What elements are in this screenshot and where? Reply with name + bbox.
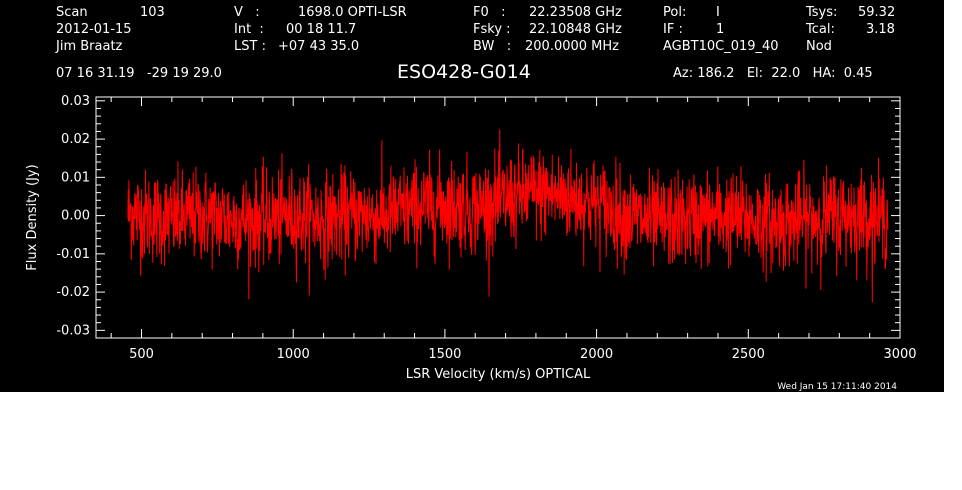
y-axis-title: Flux Density (Jy): [25, 164, 40, 270]
observer-name: Jim Braatz: [56, 39, 123, 54]
f0-value: 22.23508 GHz: [529, 5, 622, 20]
plot-frame: [95, 96, 901, 339]
source-name: ESO428-G014: [397, 61, 531, 83]
obs-mode: Nod: [806, 39, 832, 54]
y-tick-label: 0.02: [61, 132, 90, 147]
y-tick-label: 0.00: [61, 209, 90, 224]
series-layer: [127, 129, 889, 303]
source-coordinates: 07 16 31.19 -29 19 29.0: [56, 66, 222, 81]
spectrum-chart: 500 1000 1500 2000 2500 3000 -0.03 -0.02 -0.01 0.…: [25, 94, 917, 392]
pol-value: I: [716, 5, 720, 20]
scan-number: 103: [140, 5, 165, 20]
plot-panel: Scan 103 2012-01-15 Jim Braatz V : 1698.…: [0, 0, 944, 392]
x-axis-title: LSR Velocity (km/s) OPTICAL: [406, 367, 591, 382]
pol-label: Pol:: [663, 5, 687, 20]
y-tick-label: -0.02: [56, 285, 90, 300]
lst-value: +07 43 35.0: [278, 39, 360, 54]
tsys-value: 59.32: [858, 5, 896, 20]
f0-label: F0 :: [473, 5, 506, 20]
spectrum-line: [127, 129, 889, 303]
x-tick-label: 2000: [580, 347, 613, 362]
fsky-value: 22.10848 GHz: [529, 22, 622, 37]
y-tick-label: -0.03: [56, 323, 90, 338]
fsky-label: Fsky :: [473, 22, 511, 37]
axes-layer: 500 1000 1500 2000 2500 3000 -0.03 -0.02 -0.01 0.…: [56, 94, 916, 362]
velocity-label: V :: [234, 5, 260, 20]
lst-label: LST :: [234, 39, 266, 54]
y-tick-label: 0.01: [61, 170, 90, 185]
x-tick-label: 500: [129, 347, 154, 362]
scan-label: Scan: [56, 5, 88, 20]
velocity-value: 1698.0 OPTI-LSR: [298, 5, 407, 20]
timestamp: Wed Jan 15 17:11:40 2014: [777, 382, 897, 392]
int-label: Int :: [234, 22, 264, 37]
y-tick-label: 0.03: [61, 94, 90, 109]
x-tick-label: 2500: [732, 347, 765, 362]
tsys-label: Tsys:: [806, 5, 838, 20]
if-label: IF :: [663, 22, 683, 37]
x-tick-label: 1000: [277, 347, 310, 362]
x-tick-label: 1500: [428, 347, 461, 362]
az-el-ha: Az: 186.2 El: 22.0 HA: 0.45: [673, 66, 873, 81]
if-value: 1: [716, 22, 725, 37]
tcal-label: Tcal:: [806, 22, 835, 37]
bw-value: 200.0000 MHz: [525, 39, 619, 54]
tcal-value: 3.18: [866, 22, 895, 37]
project-id: AGBT10C_019_40: [663, 39, 779, 54]
bw-label: BW :: [473, 39, 512, 54]
y-tick-label: -0.01: [56, 247, 90, 262]
obs-date: 2012-01-15: [56, 22, 132, 37]
x-tick-label: 3000: [883, 347, 916, 362]
int-value: 00 18 11.7: [286, 22, 357, 37]
